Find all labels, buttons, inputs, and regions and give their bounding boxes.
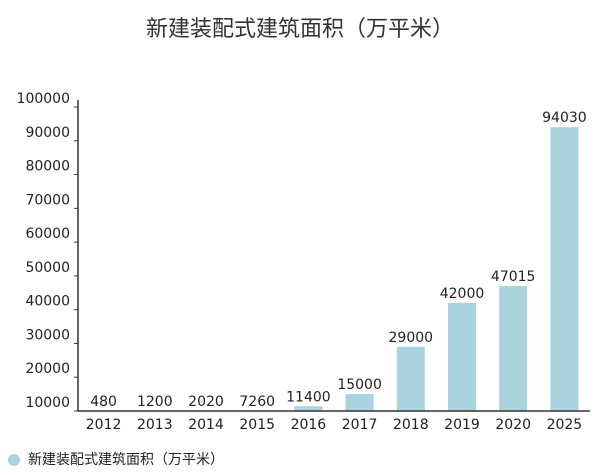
bar [448, 302, 476, 411]
x-tick-label: 2014 [188, 417, 224, 433]
data-label: 1200 [137, 394, 173, 410]
x-tick-label: 2025 [547, 417, 583, 433]
data-label: 94030 [542, 110, 587, 126]
data-label: 15000 [337, 377, 382, 393]
x-tick-label: 2012 [86, 417, 122, 433]
data-label: 29000 [389, 330, 434, 346]
y-tick-label: 50000 [25, 260, 70, 276]
x-tick-label: 2020 [495, 417, 531, 433]
y-tick-label: 100000 [17, 91, 70, 107]
x-tick-label: 2013 [137, 417, 173, 433]
data-label: 11400 [286, 389, 331, 405]
x-tick-label: 2016 [291, 417, 327, 433]
bar [499, 285, 528, 411]
legend-swatch [8, 454, 20, 466]
plot-area [294, 127, 579, 411]
chart-title: 新建装配式建筑面积（万平米） [146, 17, 454, 42]
y-tick-label: 80000 [25, 159, 70, 175]
y-tick-label: 40000 [25, 294, 70, 310]
data-label: 2020 [188, 394, 224, 410]
bar [345, 394, 374, 411]
data-label: 42000 [440, 286, 485, 302]
data-label: 7260 [239, 394, 275, 410]
legend-label: 新建装配式建筑面积（万平米） [28, 452, 224, 468]
bar [396, 346, 425, 411]
y-tick-label: 10000 [25, 395, 70, 411]
y-tick-label: 30000 [25, 327, 70, 343]
bar [294, 406, 323, 411]
bar [550, 127, 579, 411]
data-label: 47015 [491, 269, 536, 285]
x-tick-label: 2017 [342, 417, 378, 433]
x-tick-label: 2019 [444, 417, 480, 433]
x-tick-label: 2015 [239, 417, 275, 433]
y-tick-label: 20000 [25, 361, 70, 377]
y-tick-label: 60000 [25, 226, 70, 242]
data-label: 480 [90, 394, 117, 410]
y-tick-label: 90000 [25, 125, 70, 141]
x-tick-label: 2018 [393, 417, 429, 433]
y-tick-label: 70000 [25, 192, 70, 208]
